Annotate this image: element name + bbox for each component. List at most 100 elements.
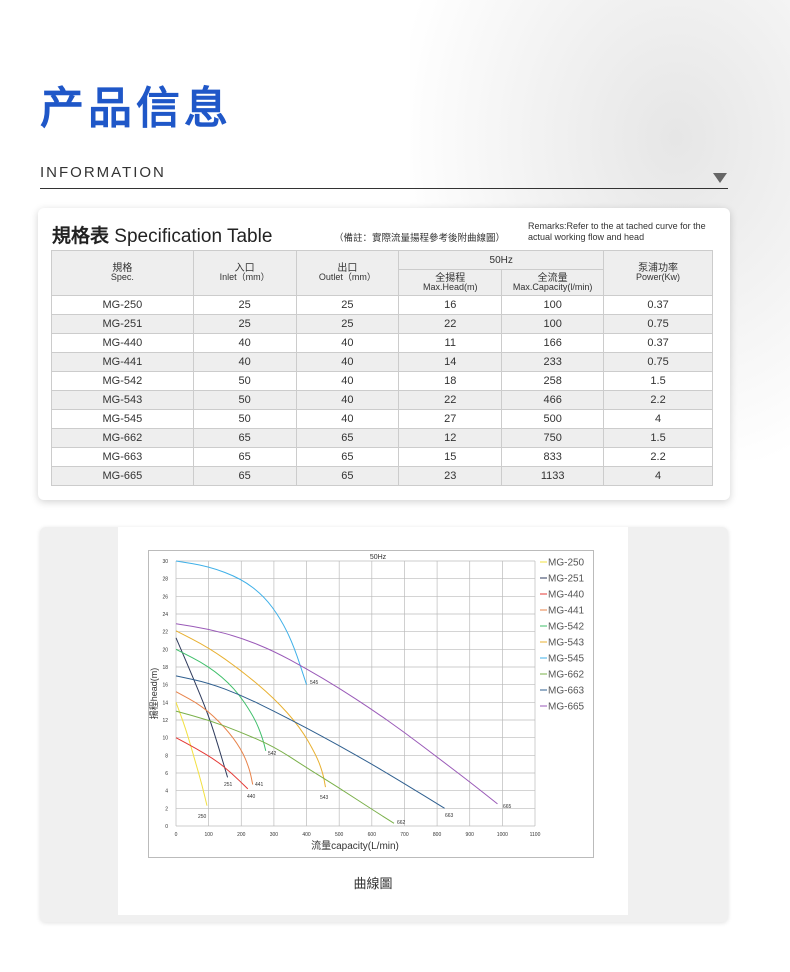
column-header: 入口 Inlet（mm） xyxy=(192,250,297,296)
table-cell: 500 xyxy=(501,409,605,429)
legend-entry: MG-665 xyxy=(548,702,585,713)
table-cell: 0.75 xyxy=(603,352,713,372)
table-cell: MG-441 xyxy=(51,352,194,372)
table-cell: 12 xyxy=(398,428,503,448)
table-cell: MG-250 xyxy=(51,295,194,315)
table-cell: MG-545 xyxy=(51,409,194,429)
table-cell: 1.5 xyxy=(603,371,713,391)
series-end-label: 542 xyxy=(268,751,277,757)
chart-caption: 曲線圖 xyxy=(353,877,393,892)
table-cell: 0.37 xyxy=(603,333,713,353)
table-cell: 40 xyxy=(192,352,297,372)
y-tick-label: 8 xyxy=(165,753,168,759)
x-tick-label: 700 xyxy=(400,832,409,838)
x-tick-label: 300 xyxy=(270,832,279,838)
table-cell: 833 xyxy=(501,447,605,467)
table-cell: 4 xyxy=(603,466,713,486)
series-line-542 xyxy=(175,648,267,752)
table-cell: MG-663 xyxy=(51,447,194,467)
series-line-545 xyxy=(175,560,308,685)
table-cell: 1133 xyxy=(501,466,605,486)
table-cell: 100 xyxy=(501,314,605,334)
series-end-label: 251 xyxy=(224,782,233,788)
table-cell: 25 xyxy=(295,295,400,315)
table-cell: 22 xyxy=(398,390,503,410)
series-end-label: 665 xyxy=(503,804,512,810)
table-cell: MG-665 xyxy=(51,466,194,486)
table-row: MG-250 25 25 16 100 0.37 xyxy=(51,295,713,315)
table-cell: 233 xyxy=(501,352,605,372)
table-cell: 2.2 xyxy=(603,447,713,467)
column-header: 全揚程 Max.Head(m) xyxy=(398,269,503,296)
table-cell: 27 xyxy=(398,409,503,429)
section-subtitle: INFORMATION xyxy=(40,164,166,181)
title-en: Specification Table xyxy=(114,226,273,247)
legend-entry: MG-251 xyxy=(548,574,585,585)
table-cell: MG-440 xyxy=(51,333,194,353)
table-cell: 25 xyxy=(192,314,297,334)
y-tick-label: 28 xyxy=(162,577,168,583)
x-tick-label: 500 xyxy=(335,832,344,838)
table-cell: 258 xyxy=(501,371,605,391)
series-end-label: 545 xyxy=(310,680,319,686)
x-tick-label: 1100 xyxy=(530,832,541,838)
column-header: 泵浦功率 Power(Kw) xyxy=(603,250,713,296)
title-cn: 規格表 xyxy=(52,226,110,247)
x-tick-label: 0 xyxy=(175,832,178,838)
y-tick-label: 10 xyxy=(162,736,168,742)
table-cell: 65 xyxy=(295,428,400,448)
table-cell: 40 xyxy=(295,371,400,391)
table-row: MG-542 50 40 18 258 1.5 xyxy=(51,371,713,391)
table-row: MG-441 40 40 14 233 0.75 xyxy=(51,352,713,372)
table-cell: MG-251 xyxy=(51,314,194,334)
table-cell: 65 xyxy=(295,447,400,467)
table-cell: 2.2 xyxy=(603,390,713,410)
x-tick-label: 600 xyxy=(368,832,377,838)
table-cell: 50 xyxy=(192,409,297,429)
table-cell: 65 xyxy=(192,428,297,448)
table-cell: 14 xyxy=(398,352,503,372)
legend-entry: MG-542 xyxy=(548,622,585,633)
series-end-label: 663 xyxy=(445,813,454,819)
series-line-440 xyxy=(175,737,249,790)
table-cell: 40 xyxy=(295,333,400,353)
y-tick-label: 0 xyxy=(165,824,168,830)
x-tick-label: 900 xyxy=(466,832,475,838)
spec-note: （備註：實際流量揚程參考後附曲線圖） xyxy=(334,233,506,244)
table-cell: 40 xyxy=(295,390,400,410)
table-cell: 100 xyxy=(501,295,605,315)
table-row: MG-545 50 40 27 500 4 xyxy=(51,409,713,429)
table-row: MG-440 40 40 11 166 0.37 xyxy=(51,333,713,353)
y-tick-label: 14 xyxy=(162,700,168,706)
table-row: MG-663 65 65 15 833 2.2 xyxy=(51,447,713,467)
legend-entry: MG-543 xyxy=(548,638,585,649)
performance-curve-chart: 0 100 200 300 400 500 600 700 800 900 1000 11000246… xyxy=(148,550,594,858)
table-cell: 25 xyxy=(192,295,297,315)
triangle-down-icon xyxy=(713,173,727,183)
column-header: 全流量 Max.Capacity(l/min) xyxy=(501,269,605,296)
legend-entry: MG-441 xyxy=(548,606,585,617)
series-line-662 xyxy=(175,710,395,824)
table-cell: 65 xyxy=(192,447,297,467)
table-cell: 166 xyxy=(501,333,605,353)
chart-frame xyxy=(148,550,594,858)
table-cell: 0.75 xyxy=(603,314,713,334)
x-axis-label: 流量capacity(L/min) xyxy=(311,839,399,852)
table-cell: 23 xyxy=(398,466,503,486)
table-cell: 22 xyxy=(398,314,503,334)
table-cell: MG-662 xyxy=(51,428,194,448)
chart-title: 50Hz xyxy=(370,554,387,561)
table-cell: 18 xyxy=(398,371,503,391)
y-tick-label: 6 xyxy=(165,771,168,777)
table-row: MG-251 25 25 22 100 0.75 xyxy=(51,314,713,334)
table-row: MG-662 65 65 12 750 1.5 xyxy=(51,428,713,448)
table-cell: 50 xyxy=(192,390,297,410)
y-tick-label: 22 xyxy=(162,630,168,636)
spec-table-title: 規格表 Specification Table xyxy=(52,221,272,248)
series-end-label: 440 xyxy=(247,794,256,800)
x-tick-label: 1000 xyxy=(497,832,508,838)
x-tick-label: 400 xyxy=(302,832,311,838)
table-row: MG-665 65 65 23 1133 4 xyxy=(51,466,713,486)
y-axis-label: 揚程head(m) xyxy=(148,668,159,720)
table-cell: 15 xyxy=(398,447,503,467)
